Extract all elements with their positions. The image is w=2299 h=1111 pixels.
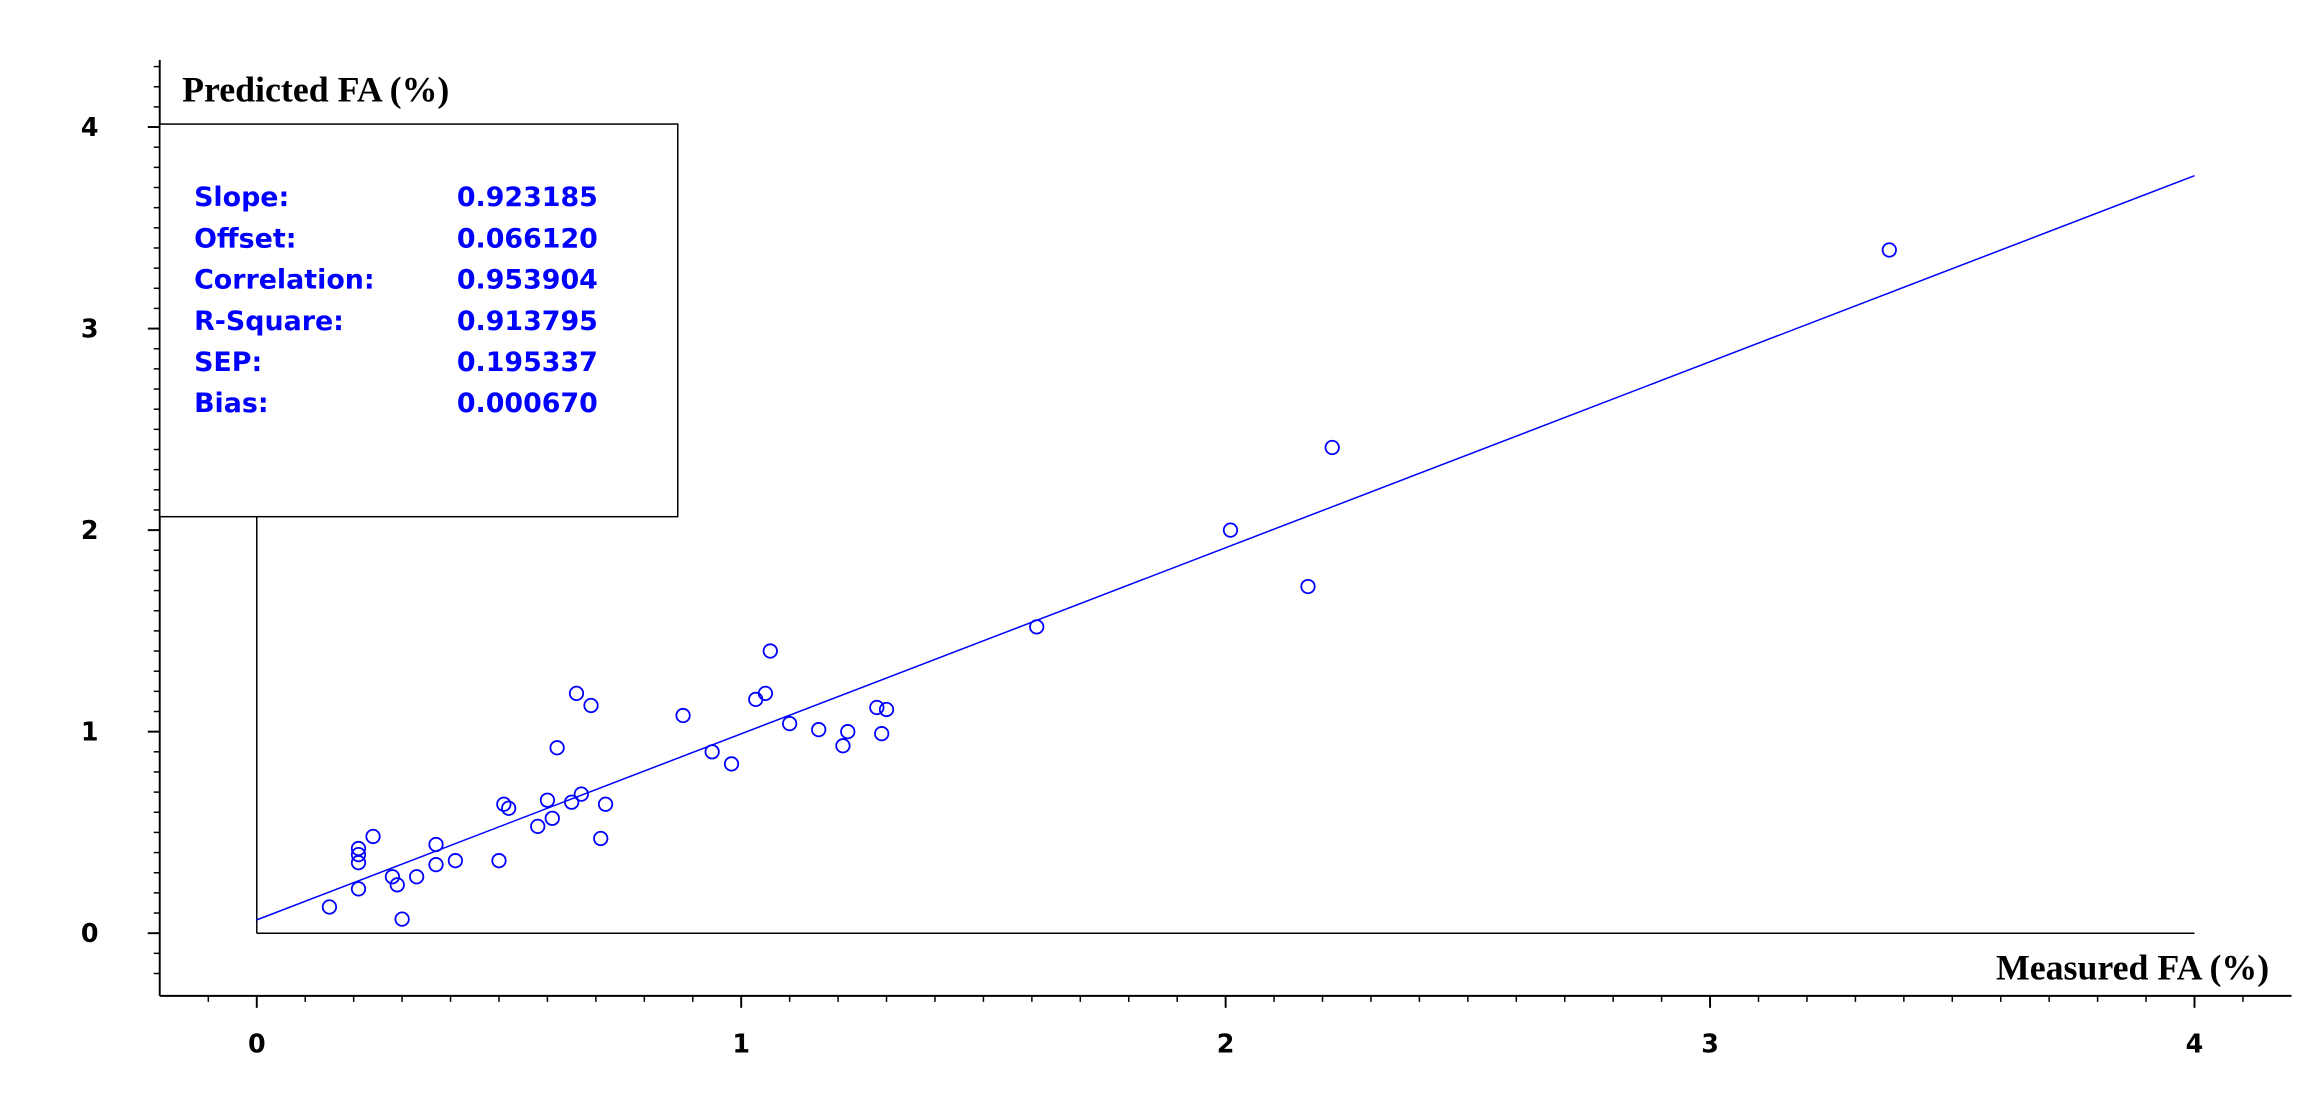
point xyxy=(757,685,774,701)
stat-name: Slope: xyxy=(194,182,289,213)
point xyxy=(564,794,580,810)
point xyxy=(573,786,589,802)
point xyxy=(583,697,599,714)
x-tick-label: 0 xyxy=(248,1029,266,1059)
point xyxy=(840,724,856,740)
point xyxy=(365,828,381,845)
point xyxy=(549,740,565,756)
point xyxy=(1029,619,1045,635)
x-tick-label: 3 xyxy=(1701,1029,1719,1059)
stat-name: Offset: xyxy=(194,223,296,254)
point xyxy=(811,722,827,738)
stat-value: 0.066120 xyxy=(457,223,598,254)
point xyxy=(748,691,764,708)
point xyxy=(1881,242,1897,258)
point xyxy=(782,715,798,732)
point xyxy=(394,911,410,927)
point xyxy=(350,846,367,863)
point xyxy=(675,707,691,724)
stat-name: Bias: xyxy=(194,388,269,419)
point xyxy=(878,701,895,718)
point xyxy=(350,881,367,897)
point xyxy=(1300,578,1316,595)
stats-table: Slope: 0.923185 Offset: 0.066120 Correlation… xyxy=(194,182,598,419)
x-tick-label: 4 xyxy=(2186,1029,2204,1059)
point xyxy=(762,643,778,659)
point xyxy=(597,796,614,812)
stat-name: R-Square: xyxy=(194,306,344,337)
point xyxy=(321,899,338,915)
y-tick-label: 3 xyxy=(81,314,99,344)
plot-area xyxy=(256,174,2195,927)
y-tick-label: 4 xyxy=(81,112,99,142)
stats-box xyxy=(158,123,679,518)
stat-value: 0.195337 xyxy=(457,347,598,378)
point xyxy=(704,744,720,760)
point xyxy=(409,869,425,885)
point xyxy=(447,853,464,869)
point xyxy=(496,796,512,812)
point xyxy=(869,699,885,716)
point xyxy=(428,836,444,853)
stat-name: Correlation: xyxy=(194,265,375,296)
point xyxy=(874,726,890,742)
stat-value: 0.923185 xyxy=(457,182,598,213)
point xyxy=(428,857,444,873)
y-axis-title: Predicted FA (%) xyxy=(182,70,449,110)
point xyxy=(384,869,401,885)
y-tick-label: 2 xyxy=(81,515,99,545)
stat-value: 0.913795 xyxy=(457,306,598,337)
point xyxy=(835,738,851,754)
x-axis-title: Measured FA (%) xyxy=(1996,947,2269,987)
point xyxy=(350,855,367,871)
point xyxy=(568,685,585,701)
stat-value: 0.953904 xyxy=(457,265,598,296)
point xyxy=(539,792,556,808)
point xyxy=(530,818,546,834)
point xyxy=(723,756,740,772)
point xyxy=(1324,439,1340,456)
x-tick-label: 1 xyxy=(732,1029,750,1059)
point xyxy=(1222,522,1239,538)
point xyxy=(491,853,507,869)
fit-line xyxy=(256,174,2195,921)
stat-name: SEP: xyxy=(194,347,262,378)
x-tick-label: 2 xyxy=(1217,1029,1235,1059)
stat-value: 0.000670 xyxy=(457,388,598,419)
point xyxy=(593,830,609,847)
point xyxy=(389,877,405,893)
y-tick-label: 0 xyxy=(81,918,99,948)
point xyxy=(544,810,560,826)
point xyxy=(501,800,517,816)
y-tick-label: 1 xyxy=(81,717,99,747)
